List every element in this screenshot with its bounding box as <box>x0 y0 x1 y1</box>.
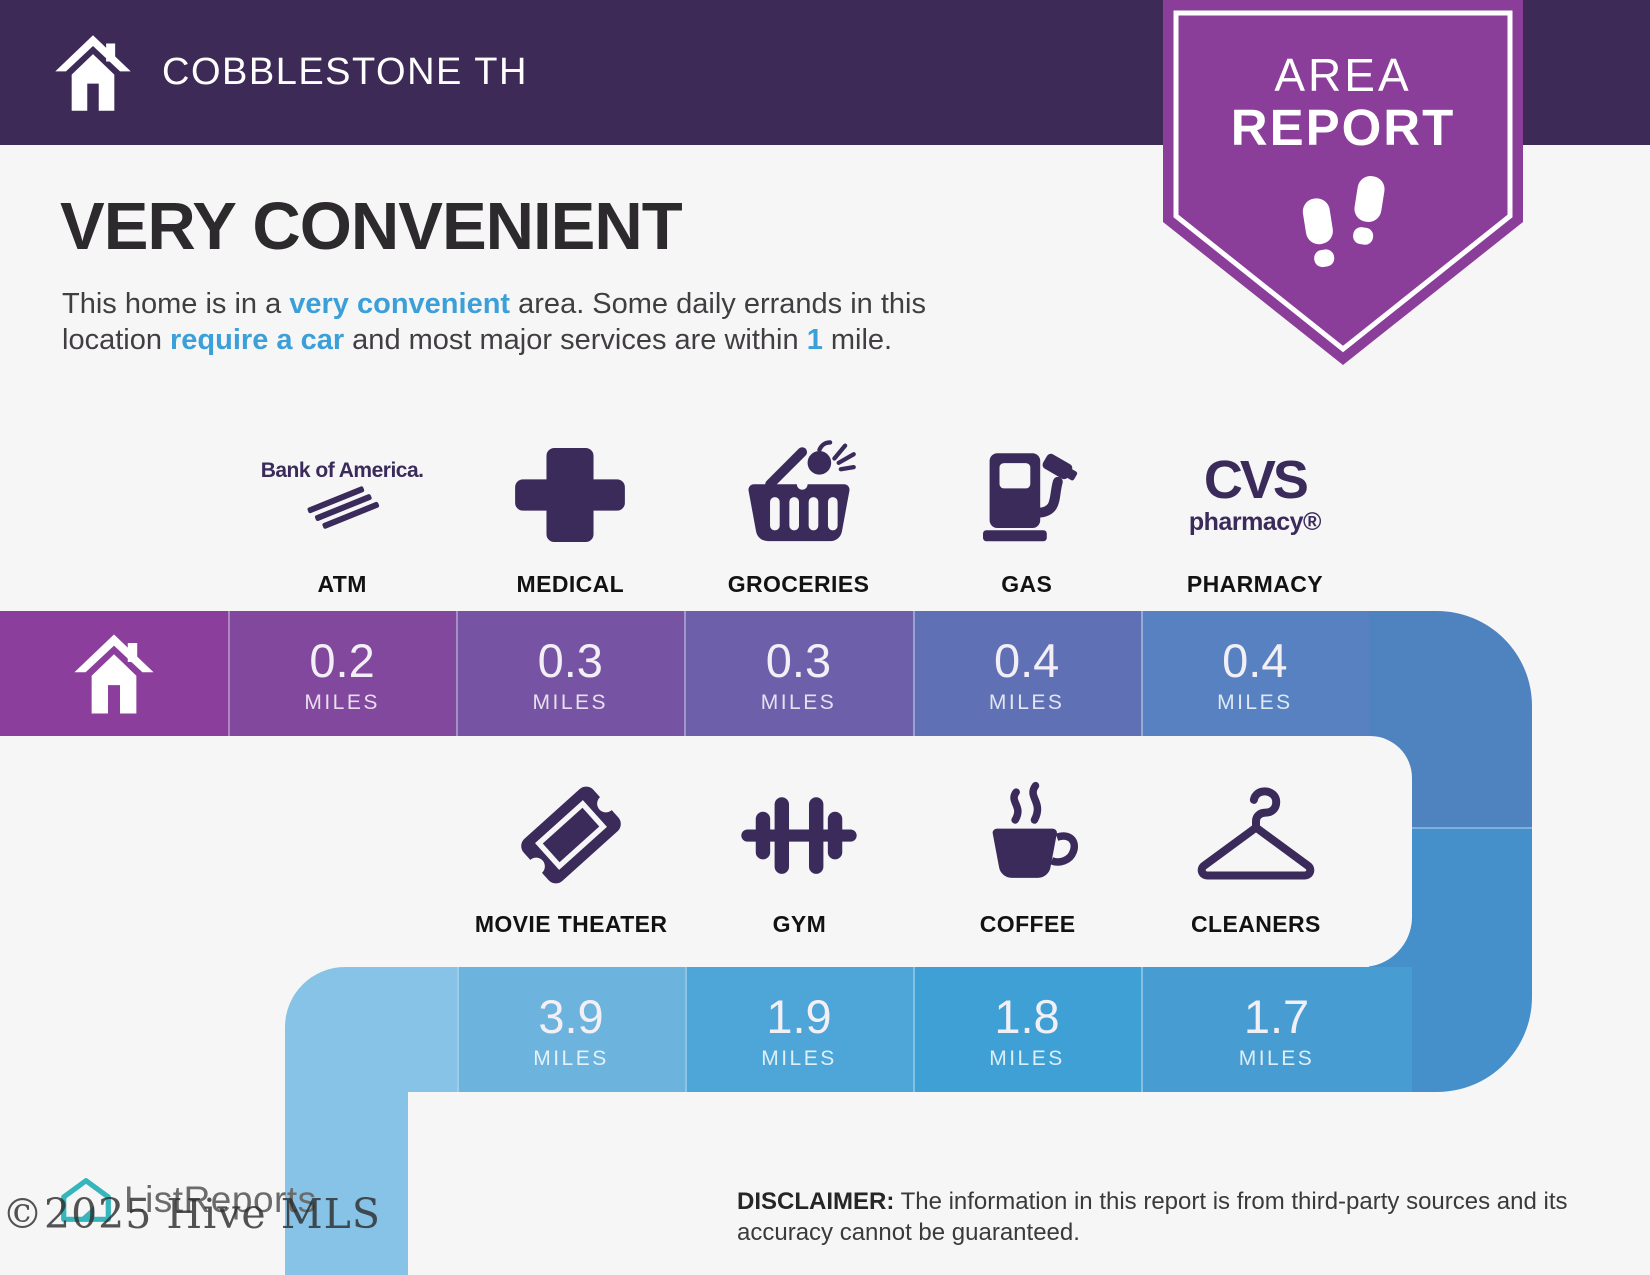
amenity-medical: MEDICAL <box>456 418 684 600</box>
disclaimer-line2: accuracy cannot be guaranteed. <box>737 1219 1080 1246</box>
highlight-very-convenient: very convenient <box>289 288 511 320</box>
ticket-icon <box>457 758 685 911</box>
amenity-label: PHARMACY <box>1186 571 1323 597</box>
area-report-badge: AREA REPORT <box>1163 0 1523 372</box>
bar2-filler-segment <box>285 967 457 1092</box>
disclaimer-line1: DISCLAIMER: The information in this repo… <box>737 1188 1568 1215</box>
bottom-white-panel <box>408 1092 1650 1275</box>
snake-tail-band <box>285 1092 408 1275</box>
highlight-one: 1 <box>806 324 823 356</box>
amenity-movie-theater: MOVIE THEATER <box>457 758 685 940</box>
bank-of-america-flag-icon <box>307 485 380 529</box>
property-title: COBBLESTONE TH <box>162 51 528 93</box>
amenity-label: CLEANERS <box>1191 911 1321 937</box>
distance-segment-atm: 0.2 MILES <box>228 611 457 736</box>
home-icon <box>55 34 131 111</box>
distance-segment-coffee: 1.8 MILES <box>913 967 1141 1092</box>
amenity-label: GAS <box>1001 571 1053 597</box>
intro-paragraph: This home is in a very convenient area. … <box>62 286 926 358</box>
distance-segment-groceries: 0.3 MILES <box>684 611 913 736</box>
amenity-pharmacy: CVS pharmacy® PHARMACY <box>1141 418 1369 600</box>
distance-bar-row1: 0.2 MILES 0.3 MILES 0.3 MILES 0.4 MILES 0.4 M… <box>0 611 1369 736</box>
bank-of-america-logo: Bank of America. <box>228 418 456 571</box>
amenity-label: GROCERIES <box>727 571 870 597</box>
dumbbell-icon <box>685 758 913 911</box>
page-title: VERY CONVENIENT <box>60 189 683 264</box>
coffee-cup-icon <box>914 758 1142 911</box>
cvs-pharmacy-wordmark: pharmacy® <box>1188 507 1322 536</box>
disclaimer-label: DISCLAIMER: <box>737 1188 895 1215</box>
cvs-pharmacy-logo: CVS pharmacy® <box>1141 418 1369 571</box>
highlight-require-a-car: require a car <box>170 324 345 356</box>
amenity-label: MEDICAL <box>516 571 625 597</box>
badge-line2: REPORT <box>1230 99 1456 156</box>
amenity-label: ATM <box>317 571 367 597</box>
amenity-label: COFFEE <box>979 911 1076 937</box>
distance-segment-movie-theater: 3.9 MILES <box>457 967 685 1092</box>
amenity-label: MOVIE THEATER <box>474 911 668 937</box>
cvs-wordmark: CVS <box>1203 449 1309 510</box>
bank-of-america-wordmark: Bank of America. <box>260 458 424 482</box>
gas-pump-icon <box>913 418 1141 571</box>
listreports-house-icon <box>61 1178 111 1222</box>
medical-cross-icon <box>456 418 684 571</box>
amenity-coffee: COFFEE <box>914 758 1142 940</box>
distance-bar-row2: 3.9 MILES 1.9 MILES 1.8 MILES 1.7 MILES <box>285 967 1412 1092</box>
home-segment <box>0 611 228 736</box>
listreports-wordmark: ListReports <box>124 1179 317 1220</box>
amenity-gas: GAS <box>913 418 1141 600</box>
amenity-icons-row1: Bank of America. ATM MEDICAL <box>228 418 1369 600</box>
mls-watermark: ©2025 Hive MLS <box>2 1190 381 1238</box>
footprints-icon <box>1302 176 1385 268</box>
badge-ribbon-shape <box>1163 0 1523 365</box>
hanger-icon <box>1142 758 1370 911</box>
distance-segment-gym: 1.9 MILES <box>685 967 913 1092</box>
amenity-gym: GYM <box>685 758 913 940</box>
intro-line2: location require a car and most major se… <box>62 324 893 356</box>
listreports-logo: ListReports <box>60 1176 317 1224</box>
grocery-basket-icon <box>684 418 912 571</box>
distance-segment-gas: 0.4 MILES <box>912 611 1141 736</box>
distance-segment-pharmacy: 0.4 MILES <box>1140 611 1369 736</box>
distance-segment-medical: 0.3 MILES <box>456 611 685 736</box>
amenity-label: GYM <box>772 911 827 937</box>
amenity-icons-row2: MOVIE THEATER GYM <box>457 758 1370 940</box>
distance-segment-cleaners: 1.7 MILES <box>1141 967 1412 1092</box>
disclaimer: DISCLAIMER: The information in this repo… <box>737 1186 1577 1248</box>
badge-line1: AREA <box>1274 49 1412 101</box>
home-icon <box>74 633 154 714</box>
amenity-groceries: GROCERIES <box>684 418 912 600</box>
middle-white-panel <box>0 736 1412 967</box>
amenity-atm: Bank of America. ATM <box>228 418 456 600</box>
amenity-cleaners: CLEANERS <box>1142 758 1370 940</box>
intro-line1: This home is in a very convenient area. … <box>62 288 926 320</box>
